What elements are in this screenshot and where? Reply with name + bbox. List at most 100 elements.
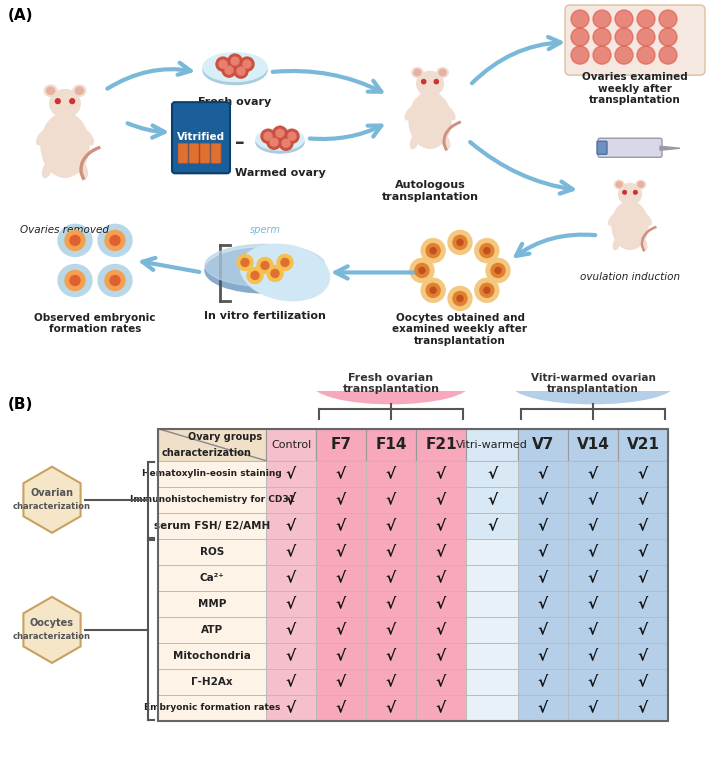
Text: √: √	[538, 596, 548, 611]
Text: √: √	[588, 596, 598, 611]
Ellipse shape	[78, 161, 87, 178]
Bar	[158, 428, 266, 461]
Text: √: √	[638, 571, 648, 585]
Bar	[316, 617, 366, 643]
Circle shape	[243, 60, 251, 68]
Ellipse shape	[642, 214, 652, 225]
Text: Control: Control	[271, 440, 311, 450]
Text: Immunohistochemistry for CD31: Immunohistochemistry for CD31	[130, 495, 294, 504]
Ellipse shape	[414, 69, 421, 75]
Ellipse shape	[98, 265, 132, 297]
Circle shape	[241, 258, 249, 266]
Ellipse shape	[616, 181, 622, 187]
Ellipse shape	[203, 55, 267, 85]
Text: √: √	[286, 466, 296, 481]
Ellipse shape	[510, 364, 675, 404]
Circle shape	[484, 248, 490, 254]
Circle shape	[273, 126, 287, 140]
Circle shape	[70, 235, 80, 245]
Bar	[316, 428, 366, 461]
Ellipse shape	[47, 87, 55, 95]
Text: √: √	[436, 571, 446, 585]
Text: √: √	[286, 674, 296, 690]
Circle shape	[475, 278, 499, 302]
Bar	[366, 643, 416, 669]
Bar	[316, 695, 366, 721]
Circle shape	[422, 79, 426, 84]
Bar	[416, 643, 466, 669]
Bar	[568, 539, 618, 564]
Text: √: √	[638, 544, 648, 559]
Circle shape	[267, 135, 281, 149]
Bar	[518, 428, 568, 461]
Circle shape	[491, 264, 505, 278]
Circle shape	[480, 244, 494, 258]
Circle shape	[110, 235, 120, 245]
Text: √: √	[386, 622, 396, 638]
Ellipse shape	[76, 87, 84, 95]
Text: √: √	[336, 544, 346, 559]
Bar	[266, 461, 316, 487]
Circle shape	[486, 258, 510, 282]
Bar	[266, 428, 316, 461]
Circle shape	[271, 269, 279, 278]
Circle shape	[571, 46, 589, 64]
Bar	[518, 591, 568, 617]
Bar	[618, 461, 668, 487]
Circle shape	[659, 46, 677, 64]
Text: ovulation induction: ovulation induction	[580, 272, 680, 282]
Bar	[366, 564, 416, 591]
Ellipse shape	[638, 181, 644, 187]
Bar	[316, 539, 366, 564]
Bar	[416, 487, 466, 513]
Text: √: √	[588, 492, 598, 508]
Text: √: √	[638, 701, 648, 715]
Ellipse shape	[240, 245, 330, 301]
Text: serum FSH/ E2/AMH: serum FSH/ E2/AMH	[154, 521, 270, 531]
Bar	[416, 669, 466, 695]
Text: √: √	[336, 622, 346, 638]
Text: √: √	[386, 648, 396, 664]
Circle shape	[480, 283, 494, 298]
Text: √: √	[487, 466, 497, 481]
Text: √: √	[336, 596, 346, 611]
Circle shape	[430, 288, 436, 293]
Text: V7: V7	[532, 438, 554, 452]
Text: √: √	[588, 571, 598, 585]
Circle shape	[448, 231, 472, 255]
Circle shape	[110, 275, 120, 285]
Circle shape	[247, 268, 263, 284]
Circle shape	[571, 10, 589, 28]
Text: √: √	[588, 648, 598, 664]
Circle shape	[70, 98, 75, 104]
Circle shape	[105, 231, 125, 251]
Bar	[158, 617, 266, 643]
Bar	[366, 539, 416, 564]
Ellipse shape	[98, 225, 132, 256]
Text: –: –	[235, 133, 245, 151]
Text: √: √	[386, 466, 396, 481]
Bar	[316, 643, 366, 669]
Bar	[518, 461, 568, 487]
Text: √: √	[638, 648, 648, 664]
Text: (A): (A)	[8, 8, 34, 23]
Ellipse shape	[636, 180, 646, 188]
Circle shape	[430, 248, 436, 254]
Bar	[158, 591, 266, 617]
Text: √: √	[386, 674, 396, 690]
Bar	[266, 591, 316, 617]
Text: Ovaries removed: Ovaries removed	[20, 225, 109, 235]
Circle shape	[615, 28, 633, 46]
Text: √: √	[336, 648, 346, 664]
Bar	[266, 695, 316, 721]
Bar	[618, 564, 668, 591]
Bar	[316, 461, 366, 487]
Circle shape	[453, 235, 467, 249]
Bar	[266, 487, 316, 513]
Text: √: √	[436, 674, 446, 690]
Circle shape	[261, 261, 269, 269]
Circle shape	[593, 46, 611, 64]
Ellipse shape	[42, 161, 53, 178]
Ellipse shape	[58, 225, 92, 256]
Circle shape	[267, 265, 283, 281]
